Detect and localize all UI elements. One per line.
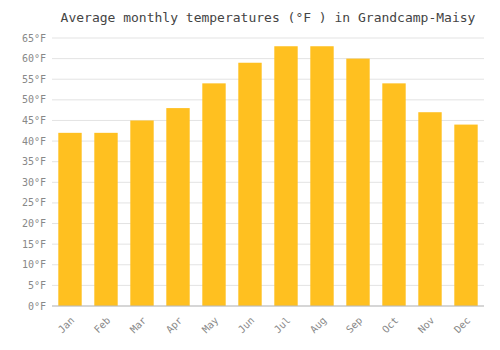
grid-line bbox=[52, 79, 484, 80]
x-tick-label: Nov bbox=[416, 315, 437, 336]
x-tick-label: Aug bbox=[308, 315, 329, 336]
x-tick-label: Mar bbox=[128, 315, 149, 336]
x-tick-label: Jul bbox=[272, 315, 293, 336]
x-tick-label: May bbox=[200, 315, 221, 336]
x-tick-label: Apr bbox=[164, 315, 185, 336]
y-tick-label: 5°F bbox=[28, 280, 46, 291]
x-tick-label: Feb bbox=[92, 315, 113, 336]
x-axis: Jan Feb Mar Apr May Jun Jul Aug Sep Oct Nov Dec bbox=[56, 315, 473, 336]
y-tick-label: 40°F bbox=[22, 136, 46, 147]
grid-line bbox=[52, 38, 484, 39]
y-tick-label: 20°F bbox=[22, 218, 46, 229]
x-tick-label: Sep bbox=[344, 315, 365, 336]
grid-line bbox=[52, 306, 484, 307]
y-tick-label: 15°F bbox=[22, 239, 46, 250]
bar bbox=[418, 112, 441, 306]
grid-line bbox=[52, 58, 484, 59]
y-tick-label: 60°F bbox=[22, 53, 46, 64]
title: Average monthly temperatures (°F ) in Gr… bbox=[61, 10, 476, 25]
x-axis-line bbox=[52, 306, 484, 307]
bar bbox=[130, 120, 153, 306]
bar bbox=[202, 83, 225, 306]
bar bbox=[94, 133, 117, 306]
y-tick-label: 10°F bbox=[22, 259, 46, 270]
bar bbox=[346, 59, 369, 306]
bar bbox=[382, 83, 405, 306]
bar bbox=[238, 63, 261, 306]
y-tick-label: 65°F bbox=[22, 33, 46, 44]
bar bbox=[310, 46, 333, 306]
y-tick-label: 0°F bbox=[28, 301, 46, 312]
y-tick-label: 50°F bbox=[22, 94, 46, 105]
y-tick-label: 30°F bbox=[22, 177, 46, 188]
x-tick-label: Dec bbox=[452, 315, 473, 336]
chart-container: Average monthly temperatures (°F ) in Gr… bbox=[0, 0, 500, 350]
bar bbox=[274, 46, 297, 306]
chart: Average monthly temperatures (°F ) in Gr… bbox=[0, 0, 500, 350]
y-axis: 0°F 5°F 10°F 15°F 20°F 25°F 30°F 35°F 40°F 45°F 50… bbox=[22, 33, 484, 312]
bar bbox=[58, 133, 81, 306]
bars bbox=[58, 46, 477, 306]
grid-line bbox=[52, 99, 484, 100]
x-tick-label: Jan bbox=[56, 315, 77, 336]
bar bbox=[454, 125, 477, 306]
y-tick-label: 35°F bbox=[22, 156, 46, 167]
y-tick-label: 55°F bbox=[22, 74, 46, 85]
x-tick-label: Oct bbox=[380, 315, 401, 336]
y-tick-label: 25°F bbox=[22, 197, 46, 208]
bar bbox=[166, 108, 189, 306]
y-tick-label: 45°F bbox=[22, 115, 46, 126]
x-tick-label: Jun bbox=[236, 315, 257, 336]
